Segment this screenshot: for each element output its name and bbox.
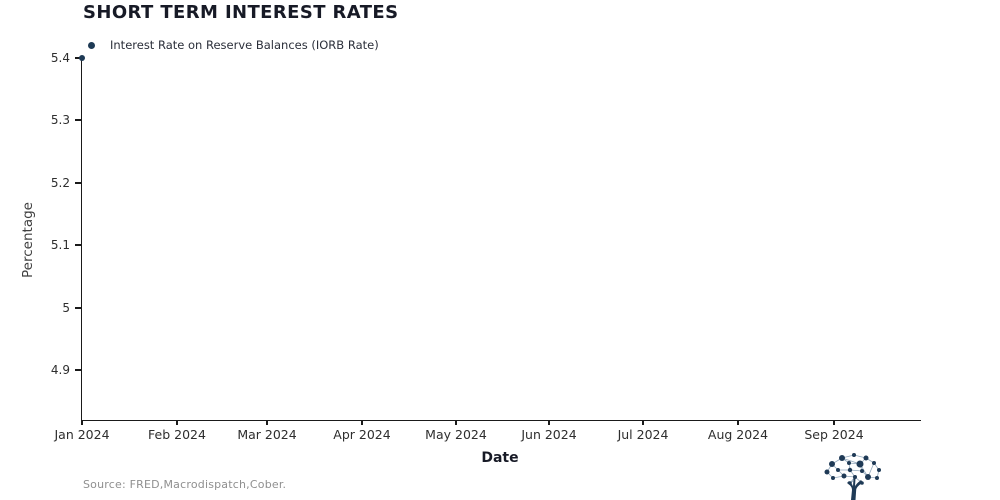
x-tick-mark — [266, 420, 268, 425]
x-tick-label: Mar 2024 — [237, 427, 297, 442]
y-tick-label: 5 — [62, 301, 70, 315]
data-point-jan-2024 — [79, 55, 85, 61]
y-tick-mark — [75, 57, 82, 59]
y-tick-label: 5.1 — [50, 238, 70, 252]
x-tick-mark — [548, 420, 550, 425]
network-tree-logo-icon — [824, 453, 881, 500]
legend: Interest Rate on Reserve Balances (IORB … — [88, 38, 379, 52]
y-tick-mark — [75, 182, 82, 184]
x-tick-mark — [642, 420, 644, 425]
y-tick-mark — [75, 244, 82, 246]
y-tick-mark — [75, 369, 82, 371]
chart-title: SHORT TERM INTEREST RATES — [83, 2, 399, 23]
x-tick-label: Jun 2024 — [521, 427, 577, 442]
y-tick-label: 4.9 — [50, 363, 70, 377]
x-tick-mark — [833, 420, 835, 425]
y-tick-mark — [75, 307, 82, 309]
y-tick-mark — [75, 119, 82, 121]
x-axis-title: Date — [481, 450, 519, 466]
x-tick-label: Jul 2024 — [617, 427, 669, 442]
legend-marker-icon — [88, 41, 95, 49]
x-tick-label: Feb 2024 — [148, 427, 206, 442]
x-tick-label: Aug 2024 — [707, 427, 769, 442]
source-note: Source: FRED,Macrodispatch,Cober. — [83, 478, 287, 491]
x-tick-mark — [81, 420, 83, 425]
y-tick-label: 5.2 — [50, 176, 70, 190]
x-tick-label: Apr 2024 — [333, 427, 391, 442]
x-tick-label: May 2024 — [425, 427, 487, 442]
y-axis-title: Percentage — [20, 202, 36, 278]
x-tick-label: Sep 2024 — [804, 427, 864, 442]
y-tick-label: 5.3 — [50, 113, 70, 127]
plot-area: 5.4 5.3 5.2 5.1 5 4.9 Jan 2024 Feb 2024 … — [51, 51, 921, 442]
x-tick-mark — [455, 420, 457, 425]
x-tick-mark — [737, 420, 739, 425]
x-tick-mark — [361, 420, 363, 425]
x-tick-label: Jan 2024 — [54, 427, 110, 442]
x-tick-mark — [176, 420, 178, 425]
y-tick-label: 5.4 — [50, 51, 70, 65]
legend-label: Interest Rate on Reserve Balances (IORB … — [110, 38, 379, 52]
